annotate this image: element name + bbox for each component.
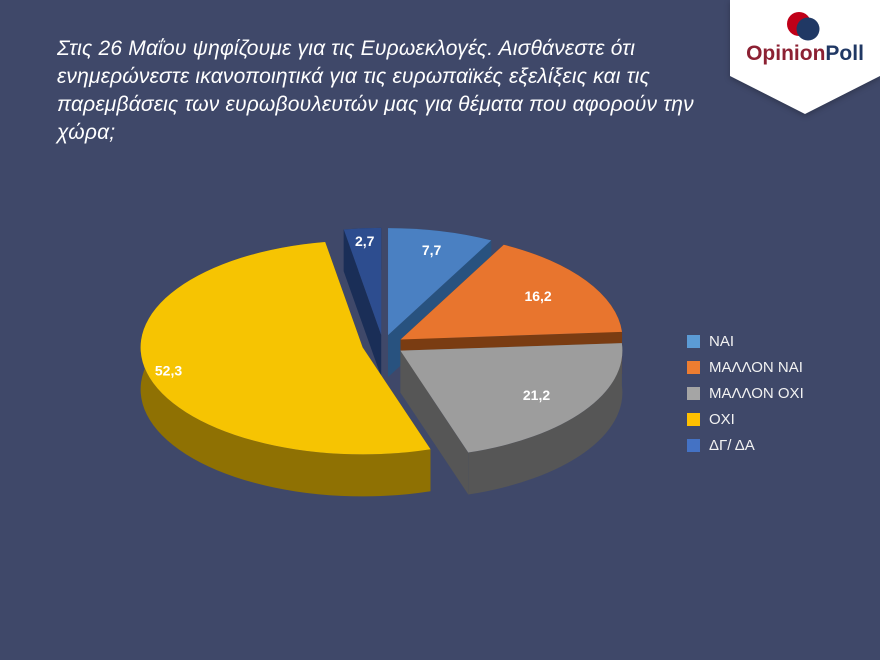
legend-swatch: [687, 438, 700, 452]
legend-item: ΝΑΙ: [687, 328, 804, 354]
legend-item: ΜΑΛΛΟΝ ΝΑΙ: [687, 354, 804, 380]
logo-text: OpinionPoll: [746, 42, 864, 65]
logo-shield: [730, 0, 880, 114]
legend-label: ΜΑΛΛΟΝ ΟΧΙ: [709, 384, 804, 402]
slice-value-label: 2,7: [355, 233, 375, 249]
logo-text-opinion: Opinion: [746, 42, 825, 65]
chart-title-line: παρεμβάσεις των ευρωβουλευτών μας για θέ…: [57, 93, 694, 116]
slice-value-label: 7,7: [422, 242, 442, 258]
legend-item: ΜΑΛΛΟΝ ΟΧΙ: [687, 380, 804, 406]
legend-swatch: [687, 386, 700, 400]
opinionpoll-logo: OpinionPoll: [730, 0, 880, 114]
slice-value-label: 52,3: [155, 362, 182, 378]
pie-slice-2: [400, 343, 623, 495]
chart-title-line: χώρα;: [57, 121, 116, 144]
chart-title-line: ενημερώνεστε ικανοποιητικά για τις ευρωπ…: [57, 65, 651, 88]
chart-title-line: Στις 26 Μαΐου ψηφίζουμε για τις Ευρωεκλο…: [57, 37, 636, 60]
legend-swatch: [687, 360, 700, 374]
legend-label: ΝΑΙ: [709, 332, 735, 350]
logo-mark-navy-circle: [796, 17, 820, 41]
chart-legend: ΝΑΙ ΜΑΛΛΟΝ ΝΑΙ ΜΑΛΛΟΝ ΟΧΙ ΟΧΙ ΔΓ/ ΔΑ: [687, 328, 804, 458]
chart-title: Στις 26 Μαΐου ψηφίζουμε για τις Ευρωεκλο…: [57, 35, 694, 147]
pie-slice-4: [343, 227, 382, 377]
legend-swatch: [687, 412, 700, 426]
logo-text-poll: Poll: [825, 42, 864, 65]
legend-item: ΟΧΙ: [687, 406, 804, 432]
slice-value-label: 16,2: [524, 288, 551, 304]
legend-label: ΜΑΛΛΟΝ ΝΑΙ: [709, 358, 803, 376]
pie-slice-3: [140, 241, 431, 497]
legend-label: ΟΧΙ: [709, 410, 735, 428]
slice-value-label: 21,2: [523, 387, 550, 403]
legend-swatch: [687, 334, 700, 348]
legend-label: ΔΓ/ ΔΑ: [709, 436, 755, 454]
legend-item: ΔΓ/ ΔΑ: [687, 432, 804, 458]
